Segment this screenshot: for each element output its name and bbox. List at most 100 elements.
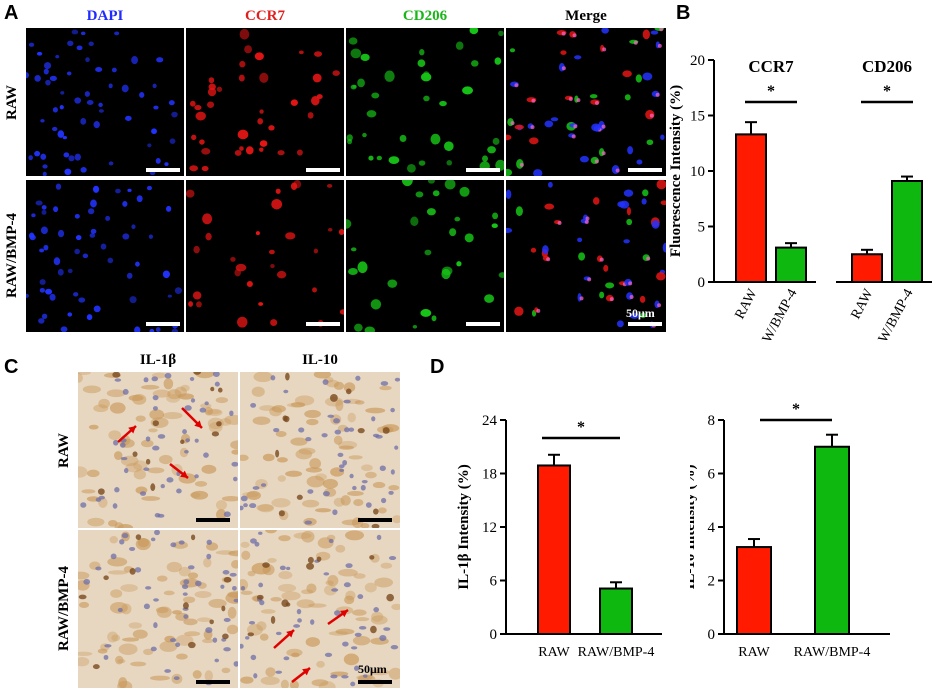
cell	[53, 257, 61, 266]
nucleus	[293, 624, 301, 628]
cell	[529, 137, 539, 145]
cell	[39, 287, 45, 293]
significance-star: *	[767, 83, 775, 100]
stained-region	[240, 676, 254, 684]
nucleus	[166, 477, 174, 483]
cell	[492, 212, 499, 220]
nucleus	[332, 509, 338, 516]
stained-region	[118, 677, 128, 688]
stained-region	[159, 641, 178, 652]
nucleus	[223, 617, 231, 623]
positive-cell	[256, 594, 264, 600]
cell	[455, 41, 464, 50]
stained-region	[270, 597, 282, 602]
positive-cell	[306, 562, 315, 570]
cell	[43, 244, 49, 251]
cell	[601, 124, 606, 129]
nucleus	[345, 563, 353, 569]
cell	[165, 205, 172, 212]
nucleus	[304, 520, 313, 525]
stained-region	[369, 669, 390, 676]
nucleus	[394, 377, 400, 382]
nucleus	[214, 658, 220, 663]
cell	[42, 171, 47, 176]
scale-bar	[628, 168, 662, 172]
stained-region	[294, 395, 315, 406]
nucleus	[153, 622, 158, 629]
nucleus	[381, 497, 387, 504]
stained-region	[341, 519, 361, 526]
cell	[26, 293, 29, 298]
stained-region	[391, 603, 400, 611]
positive-cell	[217, 387, 223, 393]
stained-region	[347, 412, 356, 423]
cell	[579, 296, 584, 301]
cell	[576, 98, 581, 103]
cell	[430, 133, 441, 145]
chart-fluorescence-intensity: 0 5 10 15 20 Fluorescence Intensity (%) RAW RAW…	[668, 53, 932, 340]
cell	[636, 159, 643, 165]
cell	[235, 263, 247, 272]
cell	[71, 29, 79, 35]
nucleus	[119, 539, 125, 545]
stained-region	[345, 590, 356, 601]
stained-region	[231, 560, 238, 569]
cell	[188, 301, 194, 307]
cell	[627, 146, 634, 155]
red-arrow	[169, 463, 189, 479]
stained-region	[360, 523, 370, 528]
stained-region	[257, 503, 275, 513]
stained-region	[78, 601, 90, 608]
cell	[254, 52, 264, 61]
stained-region	[242, 491, 259, 498]
stained-region	[141, 384, 160, 390]
stained-region	[202, 638, 214, 644]
cell	[191, 134, 197, 141]
cell	[326, 183, 333, 188]
cell	[387, 279, 398, 288]
nucleus	[181, 584, 189, 590]
cell	[186, 189, 195, 198]
cell	[412, 324, 418, 329]
micrograph-dapi-raw-bmp4	[26, 180, 184, 332]
cell	[80, 31, 86, 36]
cell	[192, 291, 202, 300]
cell	[615, 168, 620, 173]
positive-cell	[370, 625, 377, 634]
cell	[169, 138, 176, 144]
nucleus	[151, 376, 158, 382]
x-tick-label: RAW	[848, 286, 876, 322]
cell	[268, 249, 275, 255]
stained-region	[298, 447, 316, 455]
nucleus	[358, 626, 367, 630]
chart-il10-intensity: 0 2 4 6 8 IL-10 Intensity (%) RAW RAW/BMP-4 *	[690, 401, 890, 660]
cell	[660, 134, 665, 140]
positive-cell	[222, 633, 229, 640]
stained-region	[278, 535, 291, 542]
cell	[296, 149, 303, 156]
cell	[255, 231, 260, 236]
cell	[98, 109, 104, 113]
stained-region	[305, 637, 321, 647]
cell	[45, 288, 53, 295]
stained-region	[313, 372, 332, 379]
cell	[246, 281, 253, 288]
nucleus	[233, 661, 238, 667]
stained-region	[118, 643, 138, 655]
cell	[239, 28, 250, 40]
stained-region	[178, 566, 191, 577]
stained-region	[333, 381, 345, 390]
bar	[537, 464, 571, 635]
stained-region	[289, 680, 299, 688]
ihc-il1b-raw	[78, 372, 238, 528]
positive-cell	[307, 556, 314, 564]
cell	[622, 70, 632, 78]
cell	[420, 72, 432, 82]
cell	[617, 201, 625, 208]
stained-region	[215, 509, 227, 521]
positive-cell	[180, 439, 185, 445]
nucleus	[95, 566, 102, 571]
nucleus	[328, 538, 334, 544]
stained-region	[388, 667, 400, 680]
cell	[60, 91, 65, 95]
